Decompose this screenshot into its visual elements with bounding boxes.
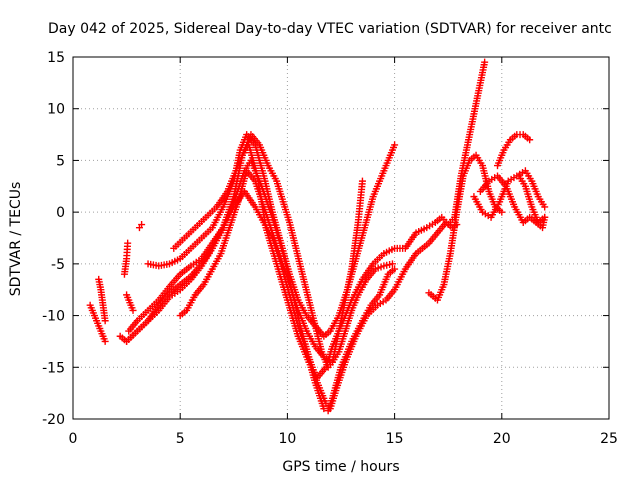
data-series-arc-15	[494, 131, 534, 170]
y-tick-label: -10	[42, 309, 65, 325]
x-tick-label: 10	[278, 431, 296, 447]
data-series-arc-3	[120, 239, 132, 278]
chart-title: Day 042 of 2025, Sidereal Day-to-day VTE…	[48, 21, 612, 37]
y-tick-label: 0	[56, 205, 65, 221]
data-point-markers	[494, 131, 534, 170]
data-series-arc-13	[470, 167, 549, 221]
data-point-markers	[176, 167, 396, 366]
x-tick-label: 15	[386, 431, 404, 447]
data-point-markers	[170, 131, 366, 371]
data-point-markers	[123, 291, 137, 314]
data-point-markers	[476, 172, 549, 232]
y-axis-label: SDTVAR / TECUs	[8, 182, 24, 297]
data-series-arc-5	[135, 221, 146, 232]
data-point-markers	[135, 221, 146, 232]
data-series-arc-2	[95, 275, 109, 325]
data-point-markers	[86, 301, 109, 345]
data-series-arc-14	[476, 172, 549, 232]
plot-frame	[72, 56, 610, 420]
y-tick-label: -20	[42, 412, 65, 428]
data-series-arc-11	[176, 167, 396, 366]
data-series	[86, 58, 549, 415]
data-point-markers	[95, 275, 109, 325]
data-point-markers	[515, 172, 549, 226]
y-tick-label: 10	[47, 102, 65, 118]
y-tick-label: -5	[51, 257, 65, 273]
data-series-arc-10	[170, 131, 366, 371]
x-tick-label: 0	[69, 431, 78, 447]
y-tick-label: -15	[42, 360, 65, 376]
data-series-arc-16	[515, 172, 549, 226]
axis-ticks: 0 5 10 15 20 25 -20 -15 -10 -5 0 5 10 15	[42, 50, 618, 447]
data-point-markers	[470, 167, 549, 221]
x-axis-label: GPS time / hours	[282, 459, 399, 475]
x-tick-label: 25	[600, 431, 618, 447]
data-point-markers	[425, 151, 506, 304]
x-tick-label: 20	[493, 431, 511, 447]
x-tick-label: 5	[176, 431, 185, 447]
data-series-arc-12	[425, 151, 506, 304]
y-tick-label: 15	[47, 50, 65, 66]
y-tick-label: 5	[56, 153, 65, 169]
data-series-arc-4	[123, 291, 137, 314]
data-series-arc-1	[86, 301, 109, 345]
data-point-markers	[120, 239, 132, 278]
